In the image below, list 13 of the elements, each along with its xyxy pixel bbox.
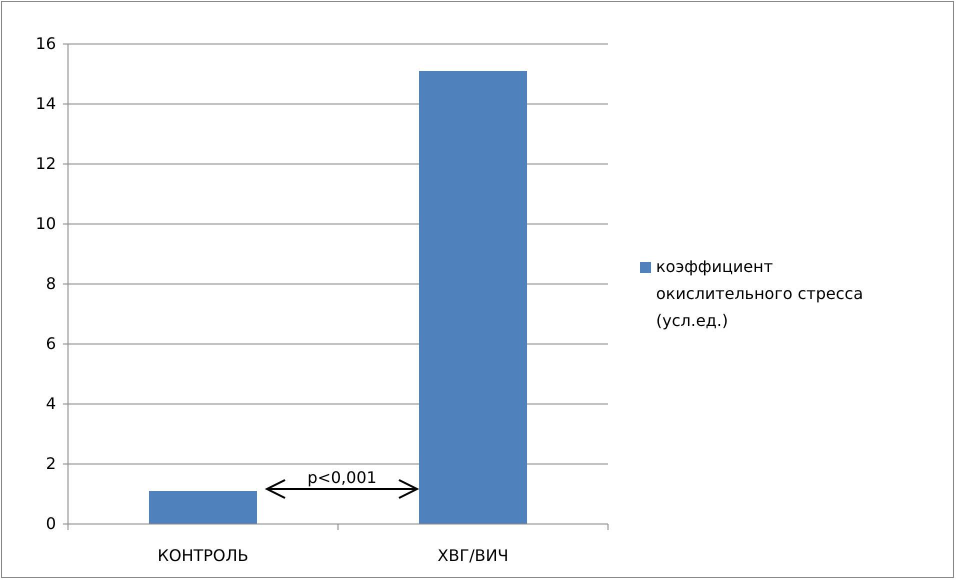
y-tick-label: 2	[46, 454, 56, 474]
x-tick-label: КОНТРОЛЬ	[157, 546, 249, 565]
x-tick-label: ХВГ/ВИЧ	[438, 546, 508, 565]
y-tick-label: 10	[36, 214, 56, 234]
y-tick-label: 4	[46, 394, 56, 414]
y-tick-label: 16	[36, 34, 56, 54]
y-tick-label: 6	[46, 334, 56, 354]
annotation: p<0,001	[307, 468, 377, 487]
y-tick-label: 12	[36, 154, 56, 174]
y-tick-label: 8	[46, 274, 56, 294]
y-tick-label: 14	[36, 94, 56, 114]
legend-label: коэффициент окислительного стресса (усл.ед.)	[656, 257, 864, 330]
y-tick-label: 0	[46, 514, 56, 534]
